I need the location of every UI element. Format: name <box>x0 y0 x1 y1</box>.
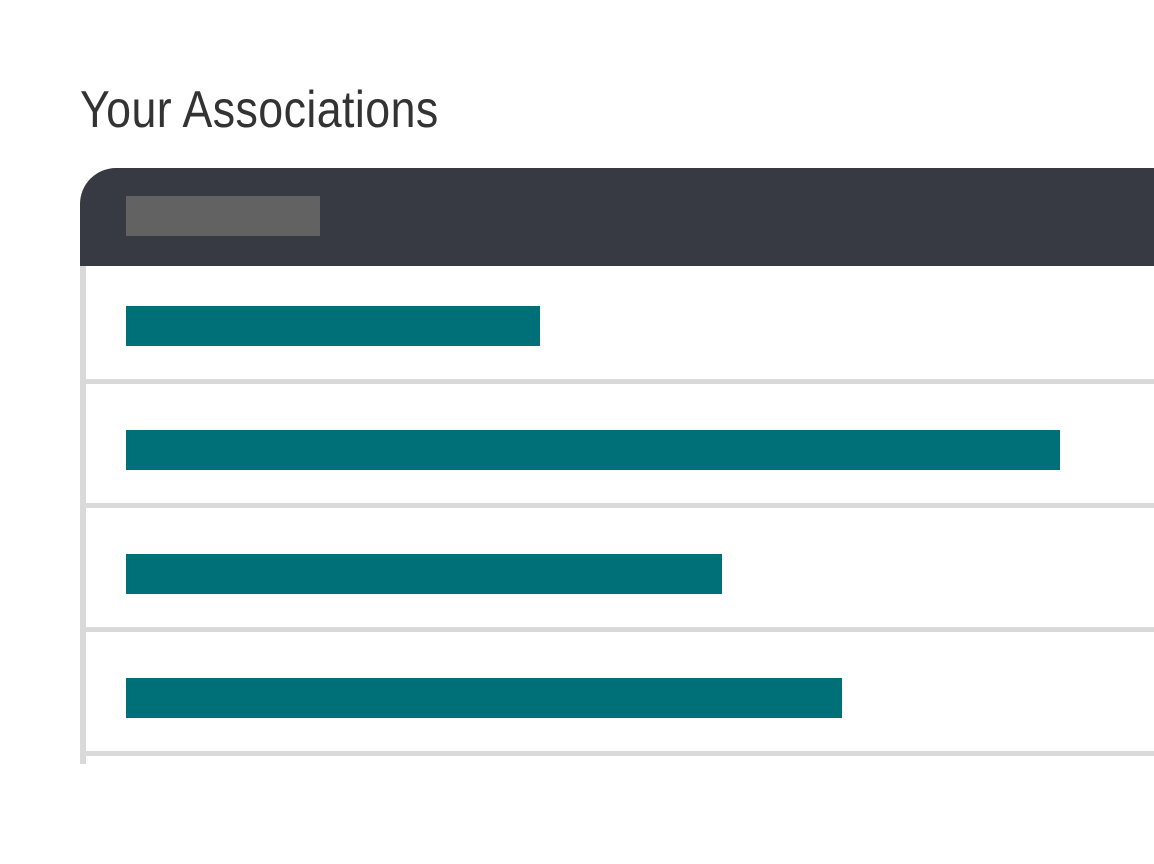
associations-panel <box>80 168 1154 764</box>
association-row-3[interactable] <box>86 514 1154 632</box>
association-name-placeholder <box>126 554 722 594</box>
association-row-4[interactable] <box>86 638 1154 756</box>
associations-panel-header <box>80 168 1154 266</box>
association-row-2[interactable] <box>86 390 1154 508</box>
association-name-placeholder <box>126 306 540 346</box>
header-label-placeholder <box>126 196 320 236</box>
association-name-placeholder <box>126 678 842 718</box>
page-title: Your Associations <box>80 81 439 139</box>
association-name-placeholder <box>126 430 1060 470</box>
associations-list <box>80 266 1154 764</box>
association-row-1[interactable] <box>86 266 1154 384</box>
